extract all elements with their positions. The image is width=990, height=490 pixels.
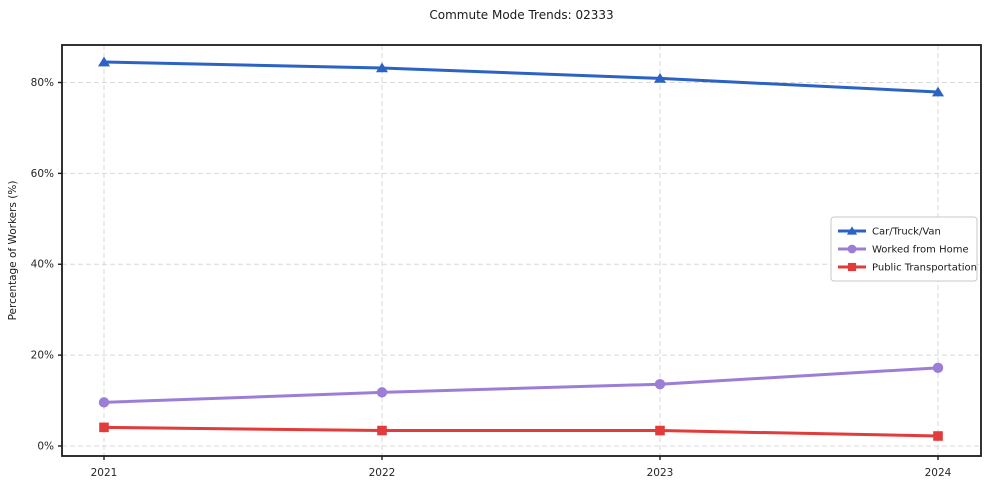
square-marker <box>847 262 857 272</box>
legend-entry: Worked from Home <box>838 245 969 256</box>
legend-label: Worked from Home <box>872 245 969 256</box>
plot-frame <box>61 44 982 457</box>
y-tick-label: 20% <box>31 350 54 362</box>
series-1 <box>98 362 944 408</box>
series-line <box>103 60 939 94</box>
series-line <box>103 425 939 438</box>
y-tick-label: 60% <box>31 168 54 180</box>
square-marker <box>377 425 387 436</box>
circle-marker <box>847 244 857 254</box>
square-marker <box>933 431 943 441</box>
circle-marker <box>654 379 666 390</box>
legend-label: Public Transportation <box>872 263 977 274</box>
triangle-marker <box>654 73 666 83</box>
legend-label: Car/Truck/Van <box>872 227 941 238</box>
legend-box <box>830 216 978 282</box>
circle-marker <box>98 397 110 408</box>
series-line <box>103 366 939 404</box>
series-2 <box>99 422 943 441</box>
x-tick-label: 2024 <box>925 467 952 479</box>
triangle-marker <box>932 86 944 97</box>
x-tick-label: 2021 <box>91 467 118 479</box>
x-tick-label: 2022 <box>369 467 396 479</box>
triangle-marker <box>846 226 858 235</box>
y-tick-label: 40% <box>31 259 54 271</box>
triangle-marker <box>376 62 388 73</box>
square-marker <box>655 425 665 436</box>
x-tick-label: 2023 <box>647 467 674 479</box>
y-tick-label: 0% <box>37 441 54 453</box>
square-marker <box>99 422 109 433</box>
y-tick-label: 80% <box>31 77 54 89</box>
legend-entry: Public Transportation <box>838 263 977 274</box>
triangle-marker <box>98 56 110 67</box>
circle-marker <box>932 362 944 374</box>
circle-marker <box>376 387 388 398</box>
chart-title: Commute Mode Trends: 02333 <box>429 8 614 22</box>
series-0 <box>98 56 944 97</box>
y-axis-label: Percentage of Workers (%) <box>7 181 19 321</box>
legend: Car/Truck/Van Worked from Home Public Tran… <box>830 216 978 282</box>
legend-entry: Car/Truck/Van <box>838 226 941 238</box>
